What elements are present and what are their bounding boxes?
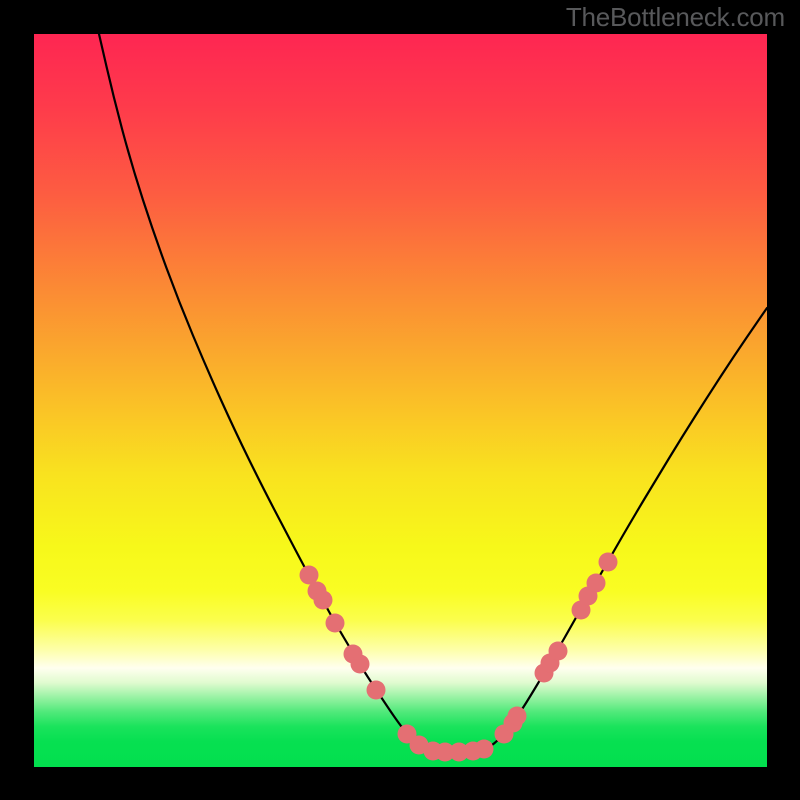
data-dot <box>599 553 618 572</box>
plot-area <box>34 34 767 767</box>
data-dot <box>314 591 333 610</box>
data-dot <box>508 707 527 726</box>
data-dot <box>549 642 568 661</box>
data-dot <box>367 681 386 700</box>
watermark-text: TheBottleneck.com <box>566 2 785 33</box>
data-dots-layer <box>34 34 767 767</box>
data-dot <box>475 740 494 759</box>
data-dot <box>326 614 345 633</box>
data-dot <box>351 655 370 674</box>
data-dot <box>587 574 606 593</box>
